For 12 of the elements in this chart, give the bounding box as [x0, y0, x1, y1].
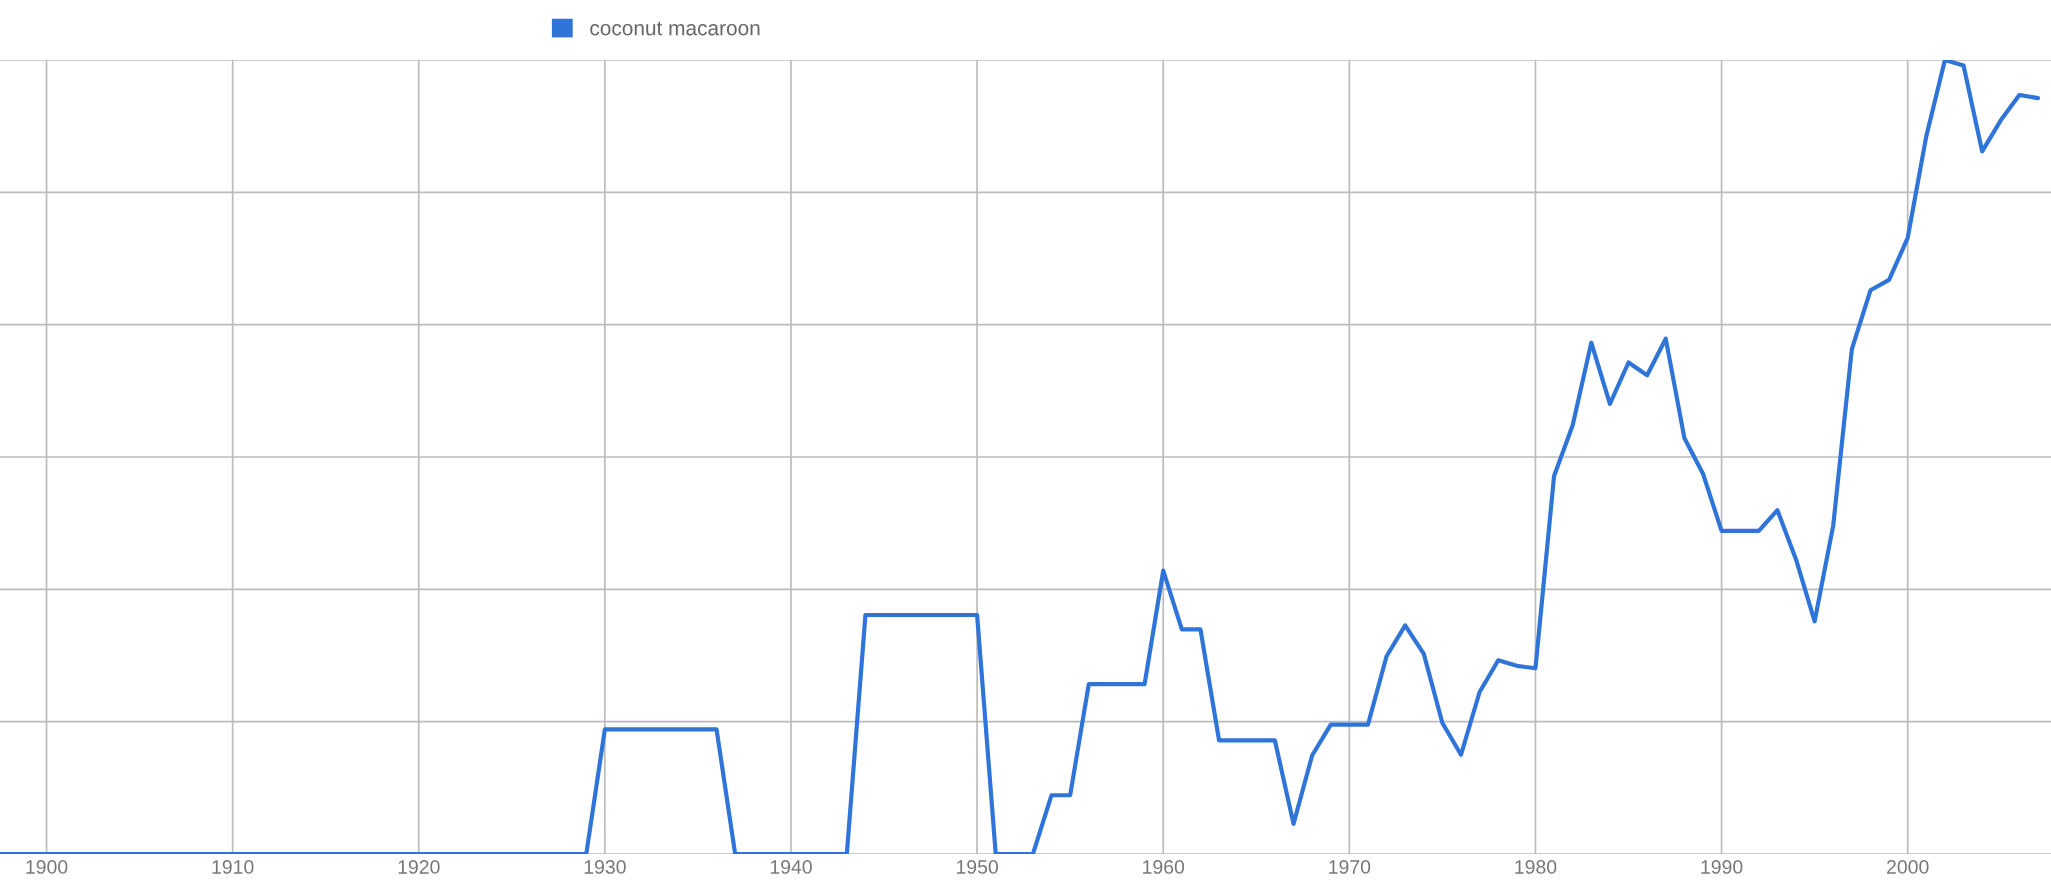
x-tick-label: 1980 — [1515, 860, 1557, 874]
x-tick-label: 2000 — [1887, 860, 1929, 874]
x-tick-label: 1920 — [398, 860, 440, 874]
x-tick-label: 1990 — [1701, 860, 1743, 874]
x-tick-label: 1930 — [584, 860, 626, 874]
x-tick-label: 1910 — [212, 860, 254, 874]
legend-label: coconut macaroon — [590, 21, 760, 36]
x-tick-label: 1970 — [1329, 860, 1371, 874]
x-tick-label: 1940 — [770, 860, 812, 874]
x-tick-label: 1900 — [26, 860, 68, 874]
x-tick-label: 1950 — [956, 860, 998, 874]
x-tick-label: 1960 — [1143, 860, 1185, 874]
